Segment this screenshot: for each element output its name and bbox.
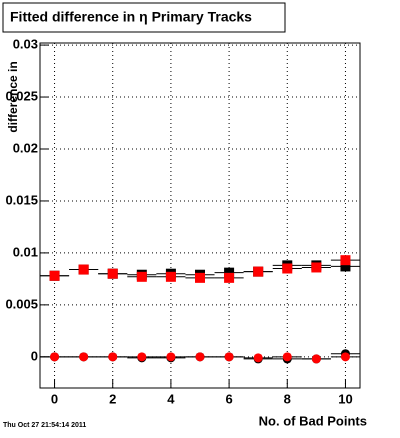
y-tick-label: 0.02	[13, 140, 38, 155]
x-axis-label: No. of Bad Points	[259, 413, 367, 428]
y-tick-label: 0.025	[5, 88, 38, 103]
marker	[253, 353, 263, 363]
marker	[165, 271, 176, 282]
marker	[224, 352, 234, 362]
y-tick-label: 0.015	[5, 192, 38, 207]
x-tick-label: 2	[109, 391, 116, 406]
marker	[282, 263, 293, 274]
marker	[224, 267, 235, 278]
marker	[340, 352, 350, 362]
marker	[107, 268, 118, 279]
marker	[311, 262, 322, 273]
marker	[137, 352, 147, 362]
y-tick-label: 0.03	[13, 37, 38, 52]
y-tick-label: 0.01	[13, 244, 38, 259]
marker	[340, 255, 351, 266]
frame	[39, 42, 361, 389]
marker	[79, 352, 89, 362]
marker	[340, 261, 351, 272]
y-tick-label: 0.005	[5, 296, 38, 311]
title-box	[2, 2, 286, 33]
x-tick-label: 4	[167, 391, 175, 406]
marker	[49, 270, 60, 281]
footer: Thu Oct 27 21:54:14 2011	[3, 422, 86, 429]
marker	[78, 264, 89, 275]
x-tick-label: 10	[338, 391, 352, 406]
marker	[224, 272, 235, 283]
marker	[108, 352, 118, 362]
y-tick-label: 0	[31, 348, 38, 363]
x-tick-label: 8	[284, 391, 291, 406]
marker	[253, 266, 264, 277]
x-tick-label: 0	[51, 391, 58, 406]
marker	[282, 352, 292, 362]
x-tick-label: 6	[225, 391, 232, 406]
marker	[195, 352, 205, 362]
marker	[136, 271, 147, 282]
marker	[166, 352, 176, 362]
chart-title: Fitted difference in η Primary Tracks	[10, 9, 252, 25]
marker	[311, 354, 321, 364]
marker	[50, 352, 60, 362]
marker	[195, 272, 205, 283]
y-axis-label: difference in	[6, 61, 20, 132]
